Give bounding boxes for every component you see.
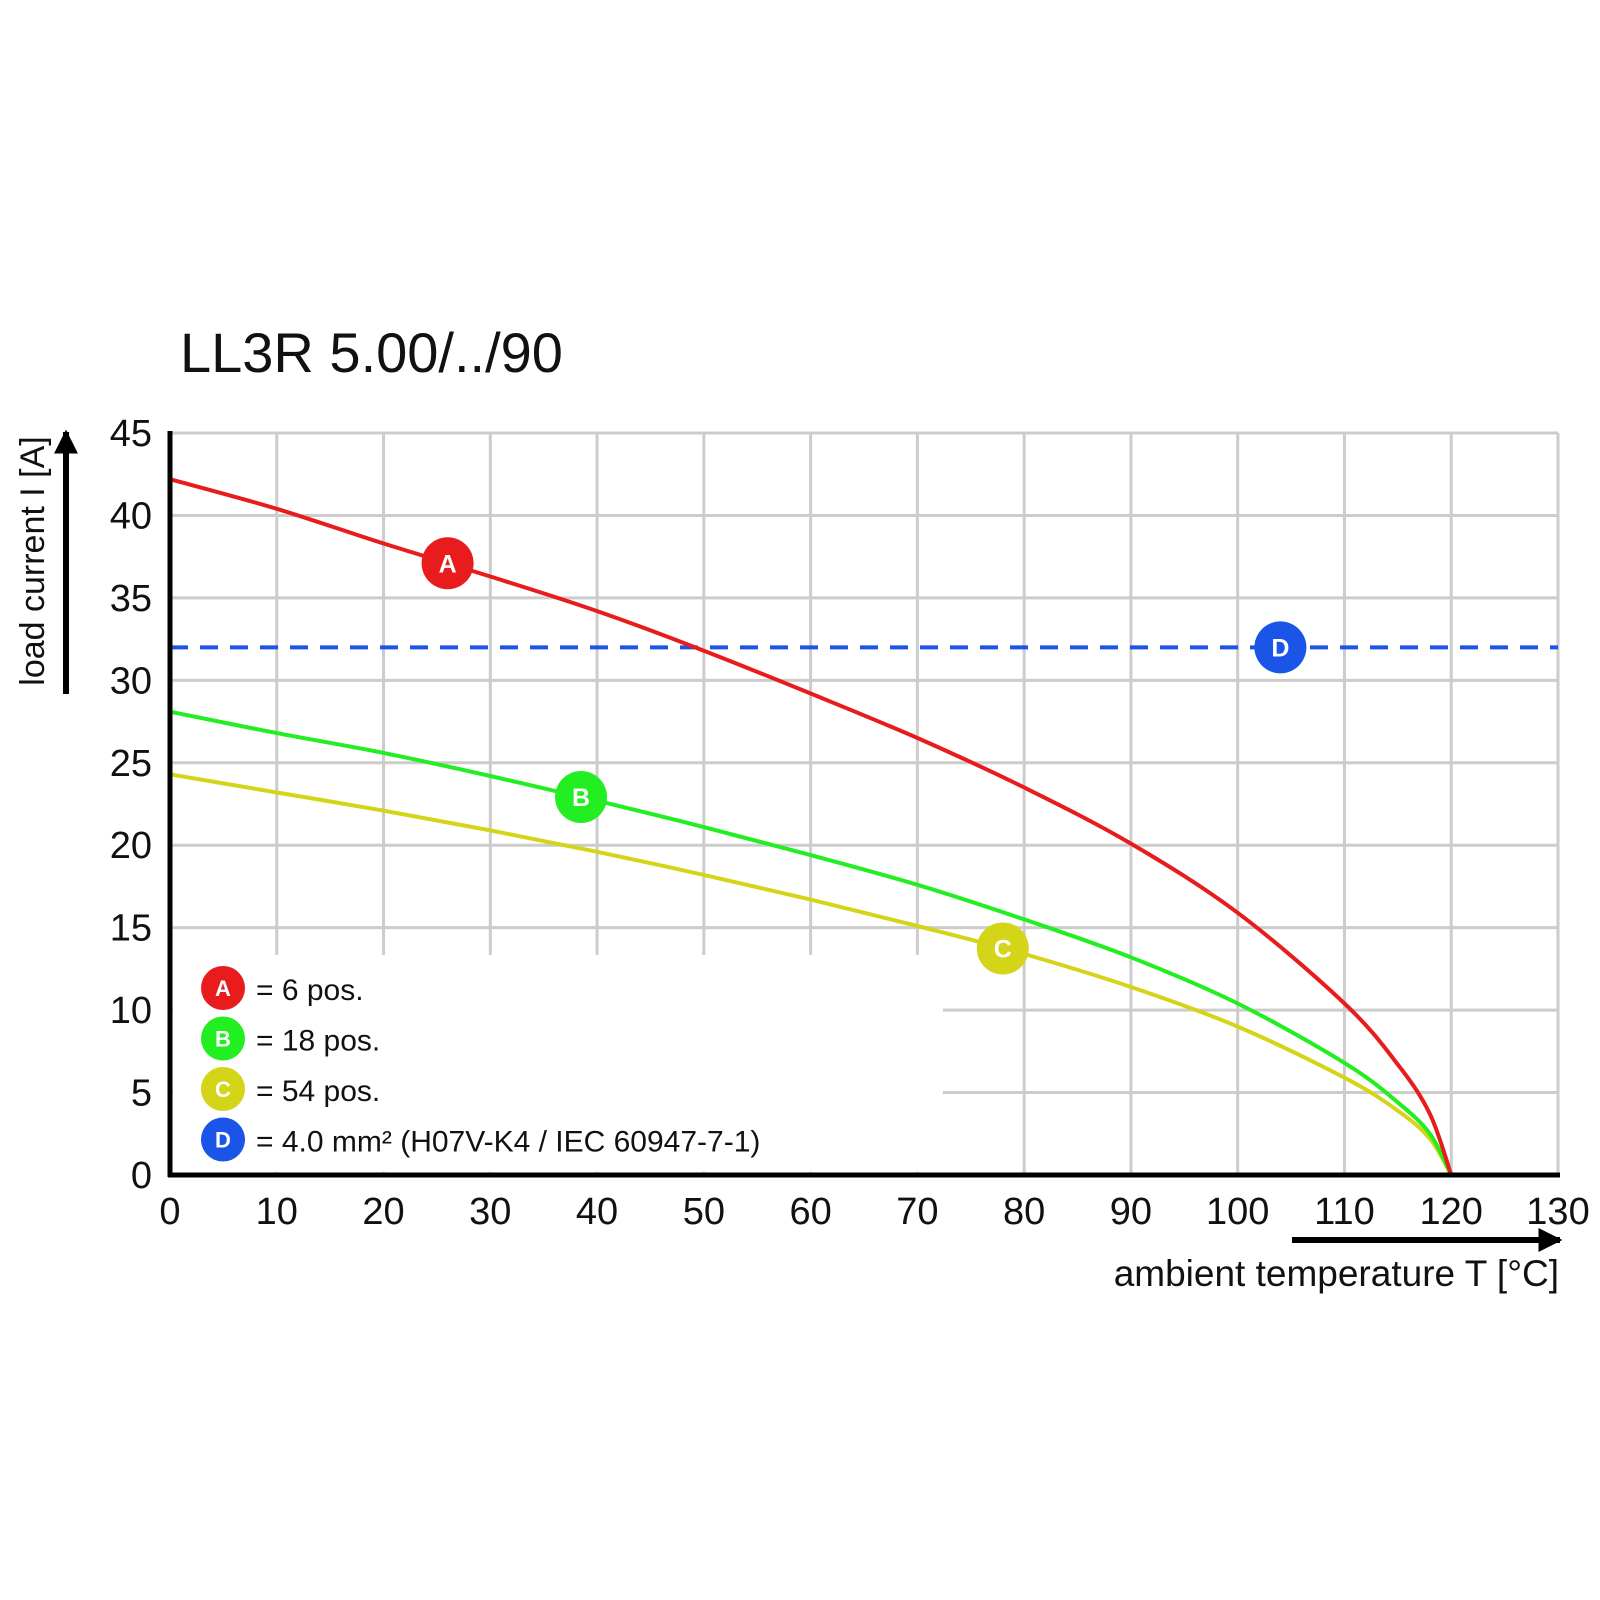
legend-marker — [201, 1016, 245, 1061]
y-tick-label: 25 — [110, 743, 152, 785]
marker-letter: B — [572, 784, 590, 812]
legend: A = 6 pos. B = 18 pos. C = 54 pos. D = 4.0 mm² … — [201, 966, 760, 1162]
marker-circle — [555, 770, 608, 823]
y-tick-label: 30 — [110, 660, 152, 702]
marker-letter: C — [994, 935, 1012, 963]
legend-item-c: C = 54 pos. — [201, 1067, 380, 1111]
x-tick-label: 100 — [1206, 1191, 1269, 1233]
legend-label: = 4.0 mm² (H07V-K4 / IEC 60947-7-1) — [256, 1126, 760, 1159]
legend-item-b: B = 18 pos. — [201, 1016, 380, 1061]
legend-label: = 6 pos. — [256, 974, 364, 1007]
legend-item-d: D = 4.0 mm² (H07V-K4 / IEC 60947-7-1) — [201, 1117, 760, 1162]
x-tick-label: 10 — [256, 1191, 298, 1233]
x-tick-label: 40 — [576, 1191, 618, 1233]
legend-marker — [201, 966, 245, 1010]
series-layer — [169, 477, 1558, 1177]
tick-labels: 0 10 20 30 40 50 60 70 80 90 100 110 120 130 0 5 10 15 20 2… — [110, 413, 1590, 1233]
x-tick-label: 90 — [1110, 1191, 1152, 1233]
y-tick-label: 45 — [110, 413, 152, 455]
x-tick-label: 60 — [789, 1191, 831, 1233]
y-tick-label: 15 — [110, 908, 152, 950]
legend-marker — [201, 1067, 245, 1111]
legend-label: = 54 pos. — [256, 1075, 380, 1108]
marker-circle — [1254, 621, 1307, 674]
series-marker-c: C — [976, 922, 1029, 975]
y-tick-label: 10 — [110, 990, 152, 1032]
y-tick-label: 20 — [110, 825, 152, 867]
chart-title: LL3R 5.00/../90 — [180, 321, 563, 384]
legend-marker-letter: A — [215, 976, 231, 1001]
x-axis-label: ambient temperature T [°C] — [1114, 1253, 1559, 1294]
y-tick-label: 5 — [131, 1073, 152, 1115]
legend-item-a: A = 6 pos. — [201, 966, 364, 1010]
x-tick-label: 50 — [683, 1191, 725, 1233]
marker-letter: A — [439, 550, 457, 578]
series-line-a — [169, 477, 1454, 1176]
marker-circle — [421, 537, 474, 590]
series-line-b — [169, 709, 1453, 1176]
series-line-c — [169, 772, 1453, 1177]
y-tick-label: 40 — [110, 495, 152, 537]
marker-letter: D — [1271, 634, 1289, 662]
x-tick-label: 130 — [1526, 1191, 1589, 1233]
marker-circle — [976, 922, 1029, 975]
series-marker-a: A — [421, 537, 474, 590]
y-axis-label: load current I [A] — [14, 436, 52, 685]
series-marker-b: B — [555, 770, 608, 823]
series-markers: A B C D — [421, 537, 1307, 975]
axes — [167, 431, 1560, 1178]
series-marker-d: D — [1254, 621, 1307, 674]
x-tick-label: 70 — [896, 1191, 938, 1233]
x-tick-label: 20 — [362, 1191, 404, 1233]
legend-marker-letter: B — [215, 1027, 231, 1052]
x-tick-label: 0 — [159, 1191, 180, 1233]
x-tick-label: 120 — [1420, 1191, 1483, 1233]
x-tick-label: 110 — [1314, 1191, 1375, 1233]
legend-marker — [201, 1117, 245, 1162]
y-tick-label: 0 — [131, 1155, 152, 1197]
x-tick-label: 80 — [1003, 1191, 1045, 1233]
legend-marker-letter: C — [215, 1077, 231, 1102]
y-tick-label: 35 — [110, 578, 152, 620]
legend-background — [173, 955, 943, 1172]
legend-marker-letter: D — [215, 1128, 231, 1153]
legend-label: = 18 pos. — [256, 1025, 380, 1058]
x-tick-label: 30 — [469, 1191, 511, 1233]
